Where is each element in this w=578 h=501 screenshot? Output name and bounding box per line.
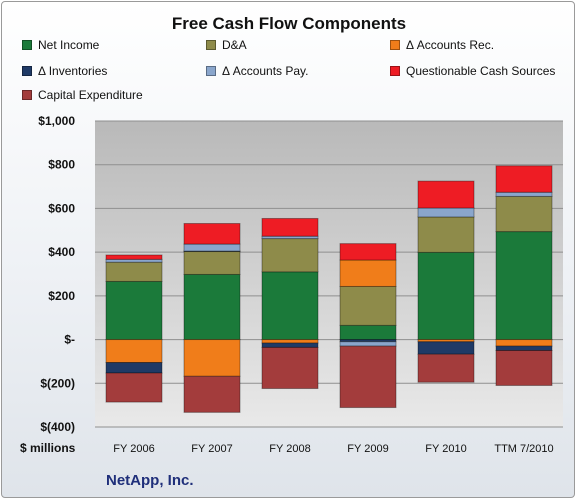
- bar-segment: [105, 362, 163, 374]
- chart-title: Free Cash Flow Components: [171, 14, 407, 33]
- bar-segment: [105, 339, 163, 364]
- bar-segment: [495, 231, 553, 341]
- bar-segment: [339, 285, 397, 326]
- bars: [105, 165, 553, 413]
- bar-segment: [339, 341, 397, 347]
- plot-area: [95, 121, 563, 427]
- bar-segment: [105, 280, 163, 341]
- legend-label-accounts-rec: Δ Accounts Rec.: [406, 38, 495, 52]
- y-tick-label: $(200): [40, 376, 75, 390]
- legend-label-capital-expenditure: Capital Expenditure: [38, 88, 143, 102]
- legend-label-inventories: Δ Inventories: [38, 64, 108, 78]
- x-tick-label: FY 2006: [113, 443, 154, 455]
- bar-segment: [105, 372, 163, 403]
- y-axis-ticks: $(400) $(200) $- $200 $400 $600 $800 $1,000: [38, 114, 75, 434]
- legend-label-questionable-cash: Questionable Cash Sources: [406, 64, 556, 78]
- bar-segment: [183, 339, 241, 377]
- legend-item-accounts-rec: Δ Accounts Rec.: [390, 38, 494, 52]
- x-tick-label: FY 2008: [269, 443, 310, 455]
- bar-segment: [261, 342, 319, 348]
- legend-swatch-capital-expenditure: [22, 90, 32, 100]
- legend-label-d-and-a: D&A: [222, 38, 247, 52]
- bar-segment: [261, 346, 319, 390]
- bar-segment: [183, 250, 241, 275]
- bar-segment: [105, 261, 163, 282]
- bar-segment: [417, 216, 475, 253]
- x-tick-label: FY 2010: [425, 443, 466, 455]
- legend-item-d-and-a: D&A: [206, 38, 247, 52]
- bar-segment: [417, 341, 475, 355]
- y-tick-label: $400: [48, 245, 75, 259]
- bar-segment: [495, 191, 553, 197]
- legend-item-accounts-pay: Δ Accounts Pay.: [206, 64, 309, 78]
- bar-segment: [183, 250, 241, 253]
- chart-legend: Net Income D&A Δ Accounts Rec. Δ Invento…: [0, 0, 578, 110]
- bar-segment: [339, 243, 397, 261]
- bar-segment: [495, 350, 553, 386]
- y-tick-label: $800: [48, 158, 75, 172]
- bar-segment: [339, 259, 397, 287]
- y-tick-label: $-: [64, 333, 75, 347]
- legend-swatch-accounts-pay: [206, 66, 216, 76]
- y-tick-label: $600: [48, 201, 75, 215]
- x-tick-label: FY 2009: [347, 443, 388, 455]
- legend-swatch-net-income: [22, 40, 32, 50]
- bar-segment: [495, 339, 553, 347]
- bar-segment: [417, 251, 475, 341]
- legend-item-questionable-cash: Questionable Cash Sources: [390, 64, 555, 78]
- x-tick-label: TTM 7/2010: [494, 443, 553, 455]
- x-axis-ticks: FY 2006 FY 2007 FY 2008 FY 2009 FY 2010 TTM 7…: [113, 443, 553, 455]
- legend-item-capital-expenditure: Capital Expenditure: [22, 88, 143, 102]
- legend-swatch-d-and-a: [206, 40, 216, 50]
- unit-label: $ millions: [20, 441, 76, 455]
- legend-swatch-accounts-rec: [390, 40, 400, 50]
- bar-segment: [261, 271, 319, 341]
- y-tick-label: $200: [48, 289, 75, 303]
- bar-segment: [495, 165, 553, 193]
- gridlines: [95, 120, 563, 428]
- legend-item-inventories: Δ Inventories: [22, 64, 107, 78]
- bar-segment: [417, 180, 475, 209]
- y-tick-label: $1,000: [38, 114, 75, 128]
- bar-segment: [261, 217, 319, 237]
- bar-segment: [261, 238, 319, 273]
- legend-swatch-questionable-cash: [390, 66, 400, 76]
- bar-segment: [105, 254, 163, 260]
- bar-segment: [417, 353, 475, 383]
- bar-segment: [183, 273, 241, 341]
- bar-segment: [339, 324, 397, 341]
- bar-segment: [417, 207, 475, 218]
- company-name: NetApp, Inc.: [106, 472, 194, 489]
- bar-segment: [183, 223, 241, 245]
- legend-label-net-income: Net Income: [38, 38, 100, 52]
- x-tick-label: FY 2007: [191, 443, 232, 455]
- bar-segment: [183, 375, 241, 413]
- bar-segment: [495, 195, 553, 233]
- bar-segment: [495, 345, 553, 351]
- y-tick-label: $(400): [40, 420, 75, 434]
- legend-label-accounts-pay: Δ Accounts Pay.: [222, 64, 309, 78]
- legend-item-net-income: Net Income: [22, 38, 99, 52]
- bar-segment: [339, 345, 397, 409]
- legend-swatch-inventories: [22, 66, 32, 76]
- bar-segment: [183, 243, 241, 252]
- bar-segment: [261, 339, 319, 344]
